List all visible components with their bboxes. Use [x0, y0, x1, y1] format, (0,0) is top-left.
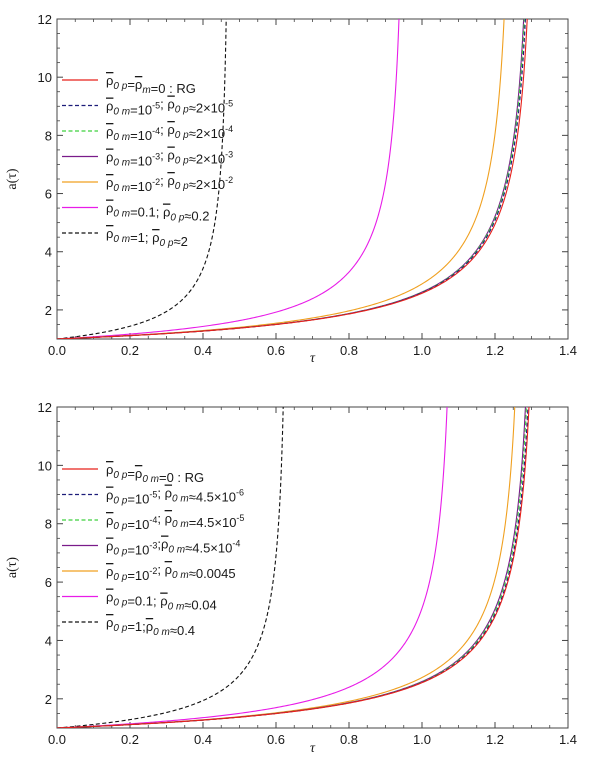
series-line-2: [57, 407, 529, 728]
legend-label: ρ0 p=ρ0 m=0 : RG: [106, 462, 204, 485]
x-tick-label: 1.0: [413, 343, 431, 358]
series-line-6: [57, 407, 448, 728]
y-tick-label: 6: [45, 187, 52, 202]
y-tick-label: 10: [38, 70, 52, 85]
y-tick-label: 8: [45, 128, 52, 143]
y-axis-label: a(τ): [5, 168, 20, 190]
legend-label: ρ0 p=1;ρ0 m≈0.4: [106, 615, 195, 638]
series-line-4: [57, 19, 525, 339]
legend-label: ρ0 p=ρm=0 : RG: [106, 73, 196, 96]
x-tick-label: 0.0: [48, 732, 66, 747]
x-tick-label: 0.6: [267, 732, 285, 747]
legend-label: ρ0 p=10-3;ρ0 m≈4.5×10-4: [106, 537, 240, 558]
chart-panel-1: 0.0 0.2 0.4 0.6 0.8 1.0 1.2 1.4 2 4 6 8 10 12 τ a(τ) ρ0 …: [5, 12, 577, 366]
x-axis-label: τ: [310, 741, 316, 756]
x-tick-label: 0.8: [340, 343, 358, 358]
series-line-1: [57, 19, 528, 339]
y-tick-label: 12: [38, 12, 52, 27]
series-group: [57, 407, 530, 728]
series-line-2: [57, 19, 526, 339]
y-tick-label: 10: [38, 458, 52, 473]
series-line-1: [57, 407, 530, 728]
y-tick-label: 12: [38, 400, 52, 415]
legend-label: ρ0 m=0.1; ρ0 p≈0.2: [106, 201, 210, 224]
series-line-6: [57, 19, 400, 339]
series-line-7: [57, 407, 284, 728]
legend-label: ρ0 m=1; ρ0 p≈2: [106, 226, 188, 249]
x-tick-label: 1.4: [559, 732, 577, 747]
x-tick-label: 0.2: [121, 343, 139, 358]
x-tick-label: 0.2: [121, 732, 139, 747]
x-tick-label: 1.2: [486, 343, 504, 358]
y-tick-label: 4: [45, 245, 52, 260]
series-line-3: [57, 19, 525, 339]
legend-label: ρ0 m=10-5; ρ0 p≈2×10-5: [106, 97, 233, 118]
y-tick-label: 6: [45, 575, 52, 590]
series-line-3: [57, 407, 528, 728]
y-axis-label: a(τ): [5, 557, 20, 579]
x-tick-label: 0.8: [340, 732, 358, 747]
legend-label: ρ0 p=10-4; ρ0 m=4.5×10-5: [106, 511, 244, 532]
y-tick-label: 8: [45, 517, 52, 532]
x-tick-label: 1.2: [486, 732, 504, 747]
x-tick-label: 0.6: [267, 343, 285, 358]
legend-label: ρ0 m=10-3; ρ0 p≈2×10-3: [106, 148, 233, 169]
x-tick-label: 1.0: [413, 732, 431, 747]
series-line-5: [57, 407, 516, 728]
legend-label: ρ0 p=0.1; ρ0 m≈0.04: [106, 590, 217, 613]
x-tick-label: 0.0: [48, 343, 66, 358]
legend-label: ρ0 p=10-5; ρ0 m≈4.5×10-6: [106, 486, 244, 507]
x-tick-label: 0.4: [194, 343, 212, 358]
legend-label: ρ0 m=10-2; ρ0 p≈2×10-2: [106, 173, 233, 194]
y-tick-label: 2: [45, 303, 52, 318]
x-axis-label: τ: [310, 351, 316, 366]
series-group: [57, 19, 528, 339]
legend-label: ρ0 p=10-2; ρ0 m≈0.0045: [106, 562, 236, 583]
x-tick-label: 0.4: [194, 732, 212, 747]
y-tick-label: 2: [45, 692, 52, 707]
series-line-7: [57, 19, 227, 339]
chart-panel-2: 0.0 0.2 0.4 0.6 0.8 1.0 1.2 1.4 2 4 6 8 10 12 τ a(τ) ρ0 …: [5, 400, 577, 756]
y-tick-label: 4: [45, 633, 52, 648]
series-line-4: [57, 407, 526, 728]
legend-label: ρ0 m=10-4; ρ0 p≈2×10-4: [106, 122, 233, 143]
x-tick-label: 1.4: [559, 343, 577, 358]
series-line-5: [57, 19, 505, 339]
